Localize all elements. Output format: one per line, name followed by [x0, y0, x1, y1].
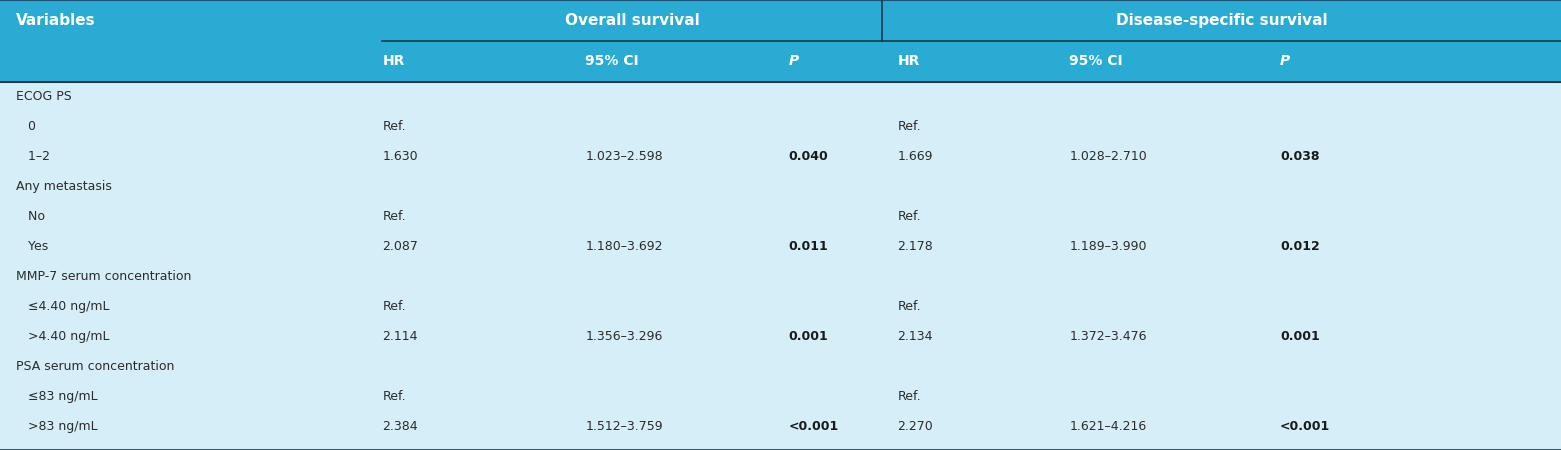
- Text: 95% CI: 95% CI: [1069, 54, 1122, 68]
- Text: Overall survival: Overall survival: [565, 13, 699, 28]
- Text: 0.001: 0.001: [1280, 330, 1319, 343]
- Bar: [0, 0, 1561, 41]
- Text: 1.630: 1.630: [382, 150, 418, 163]
- Text: 0.001: 0.001: [788, 330, 827, 343]
- Text: ECOG PS: ECOG PS: [16, 90, 72, 104]
- Text: <0.001: <0.001: [1280, 419, 1330, 432]
- Text: 0.011: 0.011: [788, 240, 827, 253]
- Text: 2.087: 2.087: [382, 240, 418, 253]
- Text: Ref.: Ref.: [898, 300, 921, 313]
- Text: MMP-7 serum concentration: MMP-7 serum concentration: [16, 270, 190, 283]
- Text: Ref.: Ref.: [382, 210, 406, 223]
- Text: No: No: [16, 210, 45, 223]
- Text: 1.189–3.990: 1.189–3.990: [1069, 240, 1147, 253]
- Text: Ref.: Ref.: [898, 120, 921, 133]
- Text: Yes: Yes: [16, 240, 48, 253]
- Text: ≤83 ng/mL: ≤83 ng/mL: [16, 390, 97, 403]
- Text: P: P: [1280, 54, 1289, 68]
- Text: Ref.: Ref.: [898, 210, 921, 223]
- Bar: [0, 41, 1561, 82]
- Text: >4.40 ng/mL: >4.40 ng/mL: [16, 330, 109, 343]
- Text: 1.028–2.710: 1.028–2.710: [1069, 150, 1147, 163]
- Text: Disease-specific survival: Disease-specific survival: [1116, 13, 1327, 28]
- Text: Ref.: Ref.: [382, 120, 406, 133]
- Text: 2.178: 2.178: [898, 240, 933, 253]
- Text: 1.023–2.598: 1.023–2.598: [585, 150, 663, 163]
- Text: 1–2: 1–2: [16, 150, 50, 163]
- Text: <0.001: <0.001: [788, 419, 838, 432]
- Text: 2.270: 2.270: [898, 419, 933, 432]
- Text: 0.040: 0.040: [788, 150, 827, 163]
- Text: 1.621–4.216: 1.621–4.216: [1069, 419, 1146, 432]
- Text: 2.134: 2.134: [898, 330, 933, 343]
- Text: 0.012: 0.012: [1280, 240, 1319, 253]
- Bar: [0, 82, 1561, 450]
- Text: 0: 0: [16, 120, 36, 133]
- Text: 1.356–3.296: 1.356–3.296: [585, 330, 663, 343]
- Text: 0.038: 0.038: [1280, 150, 1319, 163]
- Text: ≤4.40 ng/mL: ≤4.40 ng/mL: [16, 300, 109, 313]
- Text: Ref.: Ref.: [382, 300, 406, 313]
- Text: Ref.: Ref.: [898, 390, 921, 403]
- Text: 1.512–3.759: 1.512–3.759: [585, 419, 663, 432]
- Text: 1.180–3.692: 1.180–3.692: [585, 240, 663, 253]
- Text: Any metastasis: Any metastasis: [16, 180, 111, 193]
- Text: 95% CI: 95% CI: [585, 54, 638, 68]
- Text: Ref.: Ref.: [382, 390, 406, 403]
- Text: PSA serum concentration: PSA serum concentration: [16, 360, 173, 373]
- Text: 2.384: 2.384: [382, 419, 418, 432]
- Text: Variables: Variables: [16, 13, 95, 28]
- Text: >83 ng/mL: >83 ng/mL: [16, 419, 97, 432]
- Text: 1.372–3.476: 1.372–3.476: [1069, 330, 1147, 343]
- Text: P: P: [788, 54, 798, 68]
- Text: HR: HR: [382, 54, 404, 68]
- Text: HR: HR: [898, 54, 919, 68]
- Text: 1.669: 1.669: [898, 150, 933, 163]
- Text: 2.114: 2.114: [382, 330, 418, 343]
